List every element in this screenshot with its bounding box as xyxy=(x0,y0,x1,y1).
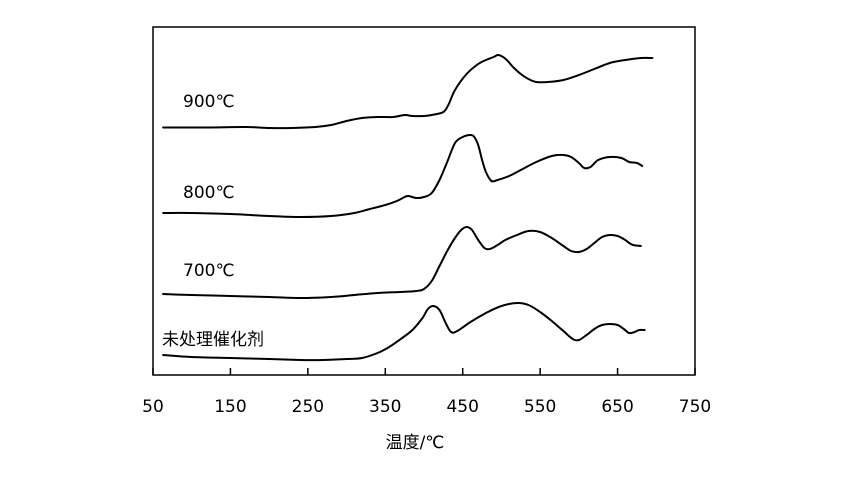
x-tick-label-450: 450 xyxy=(446,397,478,417)
x-axis-tick-labels: 50 150 250 350 450 550 650 750 xyxy=(142,397,711,417)
series-line-0 xyxy=(162,53,654,130)
x-tick-label-750: 750 xyxy=(679,397,711,417)
x-tick-label-50: 50 xyxy=(142,397,164,417)
series-lines xyxy=(162,53,654,362)
curve-label-700: 700℃ xyxy=(183,261,235,281)
series-line-2 xyxy=(162,226,642,299)
series-line-1 xyxy=(162,134,644,218)
x-axis-title: 温度/℃ xyxy=(386,433,445,453)
x-tick-label-350: 350 xyxy=(369,397,401,417)
curve-label-800: 800℃ xyxy=(183,183,235,203)
x-axis-ticks xyxy=(152,368,696,375)
x-tick-label-150: 150 xyxy=(214,397,246,417)
series-line-3 xyxy=(162,301,646,362)
curve-label-900: 900℃ xyxy=(183,92,235,112)
plot-frame xyxy=(152,26,696,376)
curve-label-untreated: 未处理催化剂 xyxy=(162,330,264,350)
x-tick-label-550: 550 xyxy=(524,397,556,417)
x-tick-label-250: 250 xyxy=(292,397,324,417)
x-tick-label-650: 650 xyxy=(601,397,633,417)
